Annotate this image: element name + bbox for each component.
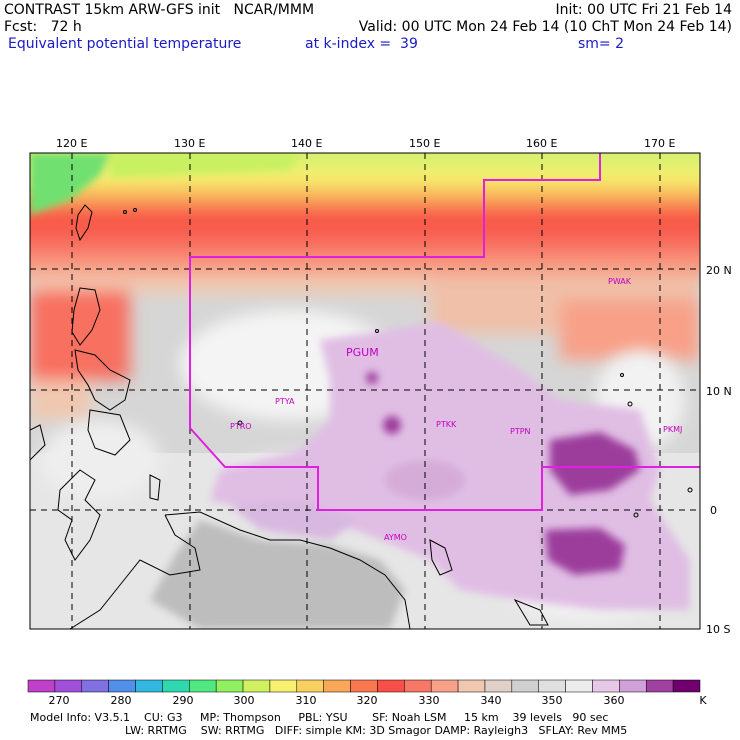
colorbar-tick-label: 320 (356, 694, 378, 707)
colorbar-swatch (296, 679, 324, 693)
colorbar-tick-label: 290 (172, 694, 194, 707)
colorbar-tick-label: 310 (295, 694, 317, 707)
station-label: PKMJ (663, 425, 683, 434)
lon-label: 170 E (644, 137, 676, 150)
header-forecast-hour: Fcst: 72 h (4, 19, 82, 35)
station-label: PTPN (510, 427, 531, 436)
station-label: PTRO (230, 422, 252, 431)
colorbar-tick-label: 360 (603, 694, 625, 707)
station-label: PGUM (346, 346, 379, 359)
colorbar-tick-label: 350 (541, 694, 563, 707)
colorbar-swatch (457, 679, 486, 693)
lon-label: 130 E (174, 137, 206, 150)
header-init-time: Init: 00 UTC Fri 21 Feb 14 (555, 2, 732, 18)
colorbar-swatch (350, 679, 378, 693)
colorbar-tick-label: 330 (418, 694, 440, 707)
colorbar-swatch (430, 679, 459, 693)
colorbar-swatch (592, 679, 620, 693)
colorbar-swatch (162, 679, 190, 693)
lon-label: 120 E (56, 137, 88, 150)
colorbar-swatch (672, 679, 701, 693)
colorbar-swatch (215, 679, 244, 693)
station-label: PTYA (275, 397, 295, 406)
fir-boundary (189, 153, 700, 511)
colorbar-swatch (511, 679, 539, 693)
colorbar-swatch (404, 679, 432, 693)
colorbar-swatch (189, 679, 217, 693)
colorbar-swatch (538, 679, 566, 693)
colorbar-tick-label: 280 (110, 694, 132, 707)
colorbar-swatch (645, 679, 674, 693)
colorbar-swatch (27, 679, 56, 693)
lat-label: 10 S (706, 623, 731, 636)
colorbar-swatch (377, 679, 405, 693)
colorbar-tick-label: 340 (480, 694, 502, 707)
lon-label: 150 E (409, 137, 441, 150)
lat-label: 10 N (706, 385, 732, 398)
colorbar-swatch (242, 679, 271, 693)
header-smoothing: sm= 2 (578, 36, 625, 52)
model-info-line1: Model Info: V3.5.1 CU: G3 MP: Thompson P… (30, 711, 609, 724)
colorbar-swatch (323, 679, 351, 693)
lat-label: 0 (710, 504, 717, 517)
colorbar-swatch (81, 679, 109, 693)
colorbar-swatch (108, 679, 136, 693)
header-line1-left: CONTRAST 15km ARW-GFS init NCAR/MMM (4, 2, 315, 18)
colorbar-swatch (484, 679, 513, 693)
colorbar-unit: K (699, 694, 707, 707)
station-label: PTKK (436, 420, 457, 429)
colorbar-tick-label: 300 (233, 694, 255, 707)
station-label: PWAK (608, 277, 632, 286)
colorbar-swatch (54, 679, 83, 693)
colorbar-swatch (619, 679, 647, 693)
colorbar-swatch (565, 679, 593, 693)
colorbar-tick-label: 270 (48, 694, 70, 707)
lon-label: 140 E (291, 137, 323, 150)
lon-label: 160 E (526, 137, 558, 150)
colorbar-swatch (135, 679, 163, 693)
model-info-line2: LW: RRTMG SW: RRTMG DIFF: simple KM: 3D … (125, 724, 628, 737)
header-level: at k-index = 39 (305, 36, 418, 52)
colorbar-swatch (269, 679, 298, 693)
station-label: AYMO (384, 533, 407, 542)
header-field-name: Equivalent potential temperature (8, 36, 242, 52)
coastlines (30, 204, 693, 629)
map-frame (29, 152, 701, 630)
lat-label: 20 N (706, 264, 732, 277)
header-valid-time: Valid: 00 UTC Mon 24 Feb 14 (10 ChT Mon … (358, 19, 732, 35)
